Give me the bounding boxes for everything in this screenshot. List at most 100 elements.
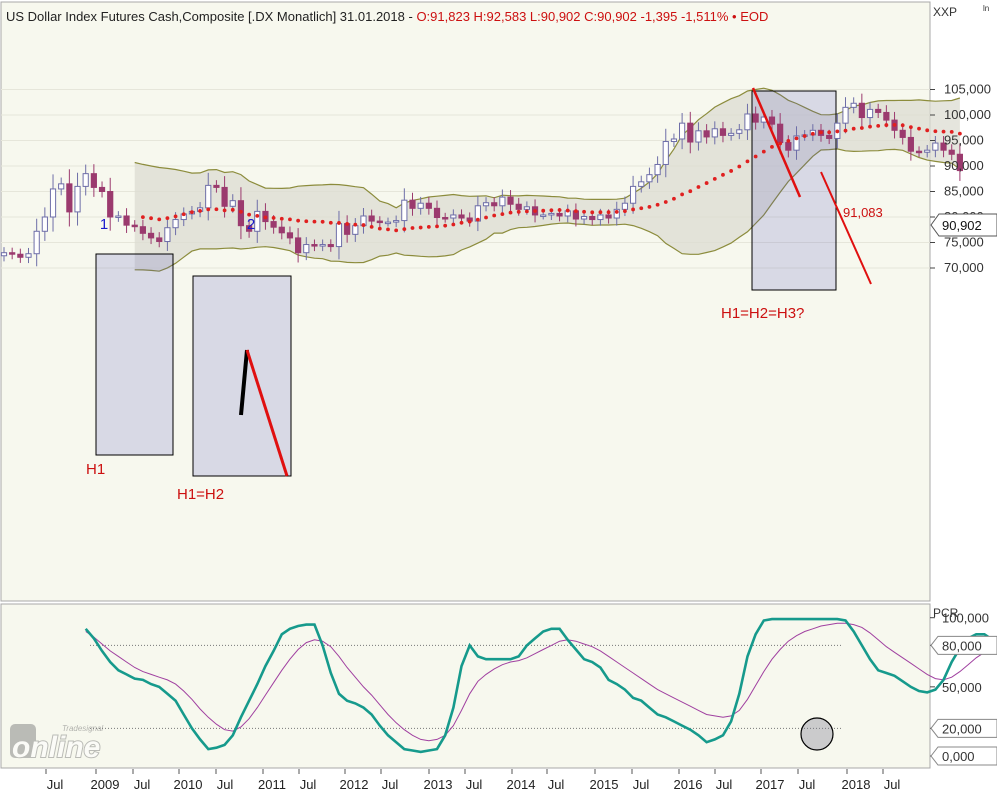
time-tick-label: 2012 bbox=[340, 777, 369, 792]
psar-dot bbox=[786, 139, 791, 143]
psar-dot bbox=[884, 123, 889, 127]
candle-body bbox=[556, 212, 563, 217]
psar-dot bbox=[190, 210, 194, 215]
psar-dot bbox=[304, 219, 309, 224]
psar-dot bbox=[819, 130, 823, 135]
psar-dot bbox=[712, 176, 717, 181]
pcr-panel[interactable] bbox=[0, 603, 931, 769]
psar-dot bbox=[484, 215, 488, 220]
psar-dot bbox=[345, 222, 350, 226]
candle-body bbox=[491, 202, 498, 207]
psar-dot bbox=[230, 207, 235, 212]
candle-body bbox=[401, 199, 408, 222]
candle-body bbox=[940, 142, 947, 151]
pcr-highlight-circle[interactable] bbox=[800, 717, 834, 751]
candle-body bbox=[695, 130, 702, 143]
psar-dot bbox=[206, 207, 211, 212]
candle-body bbox=[956, 153, 963, 172]
candle-body bbox=[629, 185, 637, 204]
candle-body bbox=[147, 232, 155, 239]
candle-body bbox=[899, 129, 906, 138]
psar-dot bbox=[312, 219, 317, 224]
psar-dot bbox=[247, 212, 252, 217]
psar-dot bbox=[255, 213, 260, 218]
candle-body bbox=[907, 136, 914, 152]
candle-body bbox=[90, 173, 97, 188]
band-lower-line bbox=[134, 148, 961, 272]
psar-dot bbox=[778, 141, 783, 146]
candle-body bbox=[352, 225, 359, 235]
last-price-label: 90,902 bbox=[942, 218, 982, 233]
psar-dot bbox=[859, 126, 864, 130]
trendline-red-2[interactable] bbox=[751, 87, 802, 198]
psar-dot bbox=[843, 128, 848, 133]
tradesignal-watermark: Tradesignal online bbox=[10, 724, 103, 765]
candle-body bbox=[866, 108, 874, 119]
candle-body bbox=[33, 230, 40, 255]
candle-body bbox=[9, 252, 16, 255]
trendline-red-1[interactable] bbox=[245, 349, 289, 477]
psar-dot bbox=[459, 220, 464, 225]
time-tick-label: Jul bbox=[382, 777, 399, 792]
pcr-tick-label: 50,000 bbox=[942, 680, 982, 695]
wave-label-2: 2 bbox=[247, 216, 255, 233]
psar-dot bbox=[623, 209, 627, 214]
box-3[interactable] bbox=[751, 90, 837, 291]
candle-body bbox=[768, 116, 776, 125]
candle-body bbox=[499, 196, 506, 207]
box-1[interactable] bbox=[95, 253, 174, 456]
trendline-red-3[interactable] bbox=[820, 171, 872, 285]
psar-dot bbox=[582, 209, 586, 214]
psar-dot bbox=[369, 224, 374, 229]
pcr-level-marker bbox=[930, 746, 997, 766]
pcr-axis-id: PCR bbox=[933, 606, 959, 620]
psar-dot bbox=[214, 207, 219, 212]
pcr-axis-area[interactable] bbox=[931, 604, 997, 768]
psar-dot bbox=[492, 213, 497, 218]
pcr-level-marker bbox=[930, 718, 997, 738]
psar-dot bbox=[876, 123, 881, 128]
psar-dot bbox=[402, 227, 407, 232]
last-price-marker[interactable]: 90,902 bbox=[930, 213, 997, 237]
candle-body bbox=[915, 150, 923, 154]
watermark-small: Tradesignal bbox=[62, 724, 103, 733]
psar-dot bbox=[900, 123, 905, 128]
psar-dot bbox=[149, 216, 153, 221]
candle-body bbox=[507, 196, 514, 205]
pcr-tick-label: 80,000 bbox=[942, 638, 982, 653]
candle-body bbox=[286, 232, 294, 239]
psar-dot bbox=[810, 131, 815, 136]
candle-body bbox=[589, 215, 596, 221]
psar-dot bbox=[426, 224, 431, 229]
candle-body bbox=[785, 142, 792, 151]
psar-dot bbox=[328, 220, 333, 225]
watermark-word: online bbox=[12, 731, 100, 764]
label-target-value: 91,083 bbox=[843, 205, 883, 220]
time-axis-area[interactable] bbox=[0, 769, 997, 796]
psar-dot bbox=[590, 210, 595, 215]
price-tick-label: 70,000 bbox=[944, 260, 984, 275]
candle-body bbox=[924, 149, 931, 153]
time-tick-label: Jul bbox=[716, 777, 733, 792]
psar-dot bbox=[565, 208, 570, 213]
time-tick-label: Jul bbox=[47, 777, 64, 792]
trendline-black[interactable] bbox=[239, 349, 249, 416]
candle-body bbox=[107, 191, 114, 218]
time-axis: Jul 2009 Jul 2010 Jul 2011 Jul 2012 Jul 2013 Jul 20… bbox=[45, 769, 901, 792]
time-tick-label: Jul bbox=[884, 777, 901, 792]
pcr-grid bbox=[90, 644, 843, 729]
psar-dot bbox=[680, 192, 685, 197]
time-tick-label: Jul bbox=[300, 777, 317, 792]
psar-dot bbox=[925, 128, 930, 133]
psar-dot bbox=[181, 212, 186, 217]
candle-body bbox=[393, 220, 400, 223]
psar-dots bbox=[140, 123, 962, 233]
candle-body bbox=[319, 244, 326, 247]
candle-body bbox=[254, 210, 261, 232]
box-2[interactable] bbox=[192, 275, 292, 477]
psar-dot bbox=[957, 131, 962, 136]
psar-dot bbox=[941, 129, 946, 134]
psar-dot bbox=[296, 218, 301, 223]
pcr-signal-line bbox=[85, 622, 997, 742]
psar-dot bbox=[500, 212, 505, 217]
